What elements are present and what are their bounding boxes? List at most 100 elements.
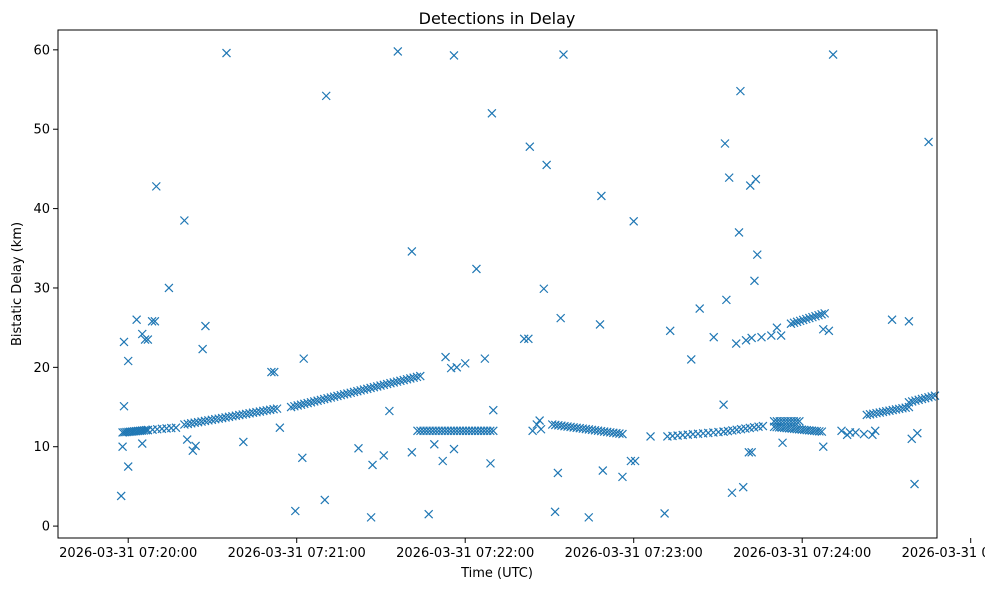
data-point bbox=[193, 417, 203, 427]
data-point bbox=[851, 428, 860, 437]
data-point bbox=[870, 426, 880, 436]
data-point bbox=[758, 421, 768, 431]
data-point bbox=[238, 410, 248, 419]
data-point bbox=[224, 412, 234, 422]
y-tick-label: 20 bbox=[33, 361, 50, 376]
data-point bbox=[528, 426, 538, 436]
data-point bbox=[228, 411, 237, 421]
data-point bbox=[265, 405, 275, 415]
data-point bbox=[751, 174, 761, 184]
data-point bbox=[686, 354, 696, 364]
data-point bbox=[356, 385, 366, 395]
data-point bbox=[286, 402, 296, 412]
data-point bbox=[904, 316, 914, 326]
data-point bbox=[660, 508, 670, 518]
data-point bbox=[472, 264, 481, 274]
x-tick-label: 2026-03-31 07:22:00 bbox=[396, 546, 534, 561]
data-point bbox=[536, 424, 546, 434]
data-point bbox=[179, 216, 189, 225]
data-point bbox=[741, 335, 751, 345]
y-axis: 0 10 20 30 40 50 60 bbox=[33, 43, 58, 535]
data-point bbox=[750, 276, 759, 286]
data-point bbox=[911, 396, 920, 406]
data-markers bbox=[116, 47, 940, 522]
data-point bbox=[119, 401, 129, 411]
data-point bbox=[147, 316, 157, 326]
data-point bbox=[441, 352, 450, 362]
data-point bbox=[349, 387, 359, 397]
data-point bbox=[747, 447, 757, 457]
data-point bbox=[556, 313, 566, 323]
data-point bbox=[407, 247, 417, 256]
data-point bbox=[191, 441, 201, 451]
data-point bbox=[384, 406, 394, 416]
data-point bbox=[320, 495, 330, 505]
data-point bbox=[598, 466, 608, 475]
data-point bbox=[186, 418, 196, 428]
data-point bbox=[140, 335, 150, 344]
plot-frame bbox=[57, 29, 938, 539]
data-point bbox=[376, 381, 385, 391]
x-tick-label: 2026-03-31 07:24:00 bbox=[733, 546, 871, 561]
data-point bbox=[262, 405, 272, 415]
data-point bbox=[553, 468, 563, 478]
data-point bbox=[789, 318, 799, 328]
data-point bbox=[618, 429, 627, 439]
data-point bbox=[214, 414, 224, 424]
data-point bbox=[595, 320, 605, 329]
y-tick-label: 40 bbox=[33, 202, 50, 217]
data-point bbox=[379, 451, 389, 460]
data-point bbox=[293, 401, 303, 410]
data-point bbox=[811, 311, 820, 321]
data-point bbox=[828, 50, 838, 60]
data-point bbox=[415, 371, 425, 381]
data-point bbox=[795, 316, 805, 326]
data-point bbox=[362, 384, 372, 394]
data-point bbox=[449, 444, 459, 454]
data-point bbox=[867, 430, 877, 440]
data-point bbox=[248, 408, 258, 418]
data-point bbox=[200, 416, 210, 426]
data-point bbox=[352, 386, 362, 396]
data-point bbox=[584, 512, 594, 522]
data-point bbox=[389, 378, 399, 387]
data-point bbox=[776, 331, 786, 341]
data-point bbox=[171, 423, 181, 433]
data-point bbox=[488, 405, 498, 415]
data-point bbox=[326, 393, 336, 402]
data-point bbox=[313, 396, 323, 406]
x-tick-label: 2026-03-31 07:23:00 bbox=[565, 546, 703, 561]
data-point bbox=[487, 108, 497, 118]
data-point bbox=[488, 426, 498, 436]
data-point bbox=[151, 181, 161, 191]
data-point bbox=[207, 415, 217, 425]
data-point bbox=[182, 435, 192, 444]
data-point bbox=[837, 426, 846, 436]
data-point bbox=[924, 137, 933, 147]
data-point bbox=[618, 472, 627, 482]
data-point bbox=[429, 439, 439, 449]
data-point bbox=[386, 378, 395, 388]
data-point bbox=[222, 48, 231, 58]
data-point bbox=[238, 437, 248, 447]
data-point bbox=[792, 416, 802, 426]
data-point bbox=[359, 385, 369, 394]
data-point bbox=[382, 379, 392, 389]
data-point bbox=[354, 443, 363, 453]
data-point bbox=[297, 453, 307, 463]
data-point bbox=[399, 375, 409, 385]
data-point bbox=[123, 462, 133, 471]
data-point bbox=[393, 47, 403, 56]
data-point bbox=[132, 315, 142, 325]
data-point bbox=[814, 310, 823, 320]
data-point bbox=[424, 509, 434, 519]
data-point bbox=[323, 393, 332, 403]
data-point bbox=[727, 488, 737, 498]
data-point bbox=[646, 431, 655, 441]
data-point bbox=[255, 407, 265, 416]
data-point bbox=[807, 312, 817, 322]
data-point bbox=[550, 507, 560, 517]
data-point bbox=[824, 326, 834, 336]
data-point bbox=[197, 417, 206, 426]
